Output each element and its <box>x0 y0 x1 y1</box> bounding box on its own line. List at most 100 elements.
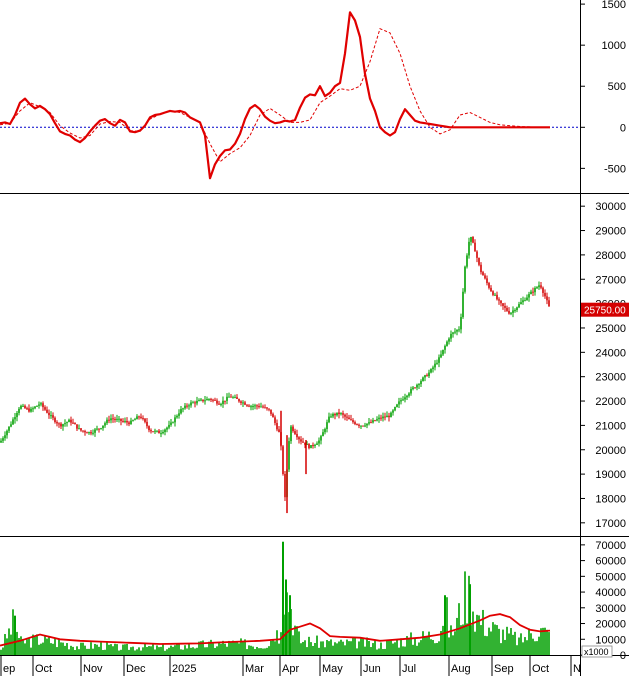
candle-body <box>170 422 172 425</box>
candle-body <box>342 413 344 415</box>
volume-bar <box>350 641 352 655</box>
volume-bar <box>522 642 524 655</box>
volume-bar <box>332 645 334 655</box>
volume-bar <box>146 647 148 655</box>
candle-body <box>166 427 168 430</box>
candle-body <box>8 426 10 431</box>
volume-bar <box>440 630 442 655</box>
volume-bar <box>2 647 4 655</box>
volume-bar <box>544 627 546 655</box>
candle-body <box>182 408 184 410</box>
candle-body <box>108 419 110 421</box>
candle-body <box>160 433 162 435</box>
candle-body <box>520 302 522 305</box>
candle-body <box>202 399 204 402</box>
x-tick-label: N <box>573 663 581 675</box>
candle-body <box>458 329 460 331</box>
volume-bar <box>40 643 42 655</box>
candle-body <box>328 416 330 423</box>
candle-body <box>408 393 410 396</box>
volume-bar <box>76 646 78 655</box>
candle-body <box>122 420 124 422</box>
volume-bar <box>0 649 2 655</box>
volume-y-tick-label: 20000 <box>595 619 626 631</box>
candle-body <box>470 236 472 242</box>
candle-body <box>184 405 186 409</box>
candle-body <box>538 285 540 288</box>
candle-body <box>368 422 370 424</box>
volume-bar <box>182 649 184 655</box>
volume-bar <box>118 650 120 655</box>
candle-body <box>508 310 510 314</box>
volume-bar <box>432 639 434 655</box>
volume-bar <box>274 641 276 655</box>
candle-body <box>398 401 400 405</box>
volume-bar <box>254 649 256 655</box>
candle-body <box>526 297 528 301</box>
candle-body <box>204 400 206 402</box>
volume-bar <box>494 624 496 655</box>
candle-body <box>394 407 396 411</box>
candle-body <box>390 412 392 418</box>
candle-body <box>374 420 376 422</box>
volume-bar <box>294 625 296 655</box>
candle-body <box>484 275 486 279</box>
volume-bar <box>358 641 360 655</box>
price-y-tick-label: 18000 <box>595 493 626 505</box>
candle-body <box>34 406 36 409</box>
volume-bar <box>102 649 104 655</box>
candle-body <box>18 408 20 413</box>
candle-body <box>278 429 280 433</box>
volume-bar <box>524 637 526 655</box>
volume-bar <box>414 637 416 655</box>
volume-bar <box>398 647 400 655</box>
volume-bar <box>110 644 112 655</box>
volume-bar <box>278 643 280 655</box>
candle-body <box>504 305 506 308</box>
candle-body <box>16 412 18 418</box>
candle-body <box>40 403 42 405</box>
volume-bar <box>408 637 410 655</box>
volume-bar <box>124 644 126 655</box>
volume-bar <box>336 643 338 655</box>
volume-bar <box>500 643 502 655</box>
volume-bar <box>84 645 86 655</box>
candle-body <box>68 419 70 423</box>
volume-bar <box>434 643 436 655</box>
volume-bar <box>18 638 20 655</box>
candle-body <box>324 429 326 433</box>
candle-body <box>58 423 60 425</box>
volume-bar <box>216 646 218 655</box>
candle-body <box>410 389 412 394</box>
candle-body <box>346 416 348 418</box>
volume-bar <box>526 640 528 655</box>
volume-bar <box>204 647 206 655</box>
volume-bar <box>212 642 214 655</box>
candle-body <box>440 354 442 358</box>
candle-body <box>228 396 230 398</box>
volume-bar <box>436 642 438 655</box>
candle-body <box>36 405 38 407</box>
candle-body <box>124 420 126 422</box>
volume-bar <box>312 645 314 655</box>
candle-body <box>38 404 40 406</box>
candle-body <box>292 426 294 432</box>
volume-bar <box>352 637 354 655</box>
oscillator-line <box>0 11 550 180</box>
candle-body <box>474 242 476 252</box>
volume-unit-label: x1000 <box>584 647 609 657</box>
volume-bar <box>214 647 216 655</box>
volume-bar <box>184 645 186 655</box>
candle-body <box>490 287 492 292</box>
volume-bar <box>180 649 182 655</box>
candle-body <box>486 278 488 284</box>
volume-bar <box>58 639 60 655</box>
candle-body <box>212 399 214 401</box>
x-tick-label: Oct <box>532 663 549 675</box>
volume-bar <box>492 622 494 655</box>
volume-bar <box>326 640 328 655</box>
volume-bar <box>60 642 62 655</box>
candle-body <box>270 409 272 414</box>
candle-body <box>468 241 470 256</box>
volume-bar <box>178 643 180 655</box>
